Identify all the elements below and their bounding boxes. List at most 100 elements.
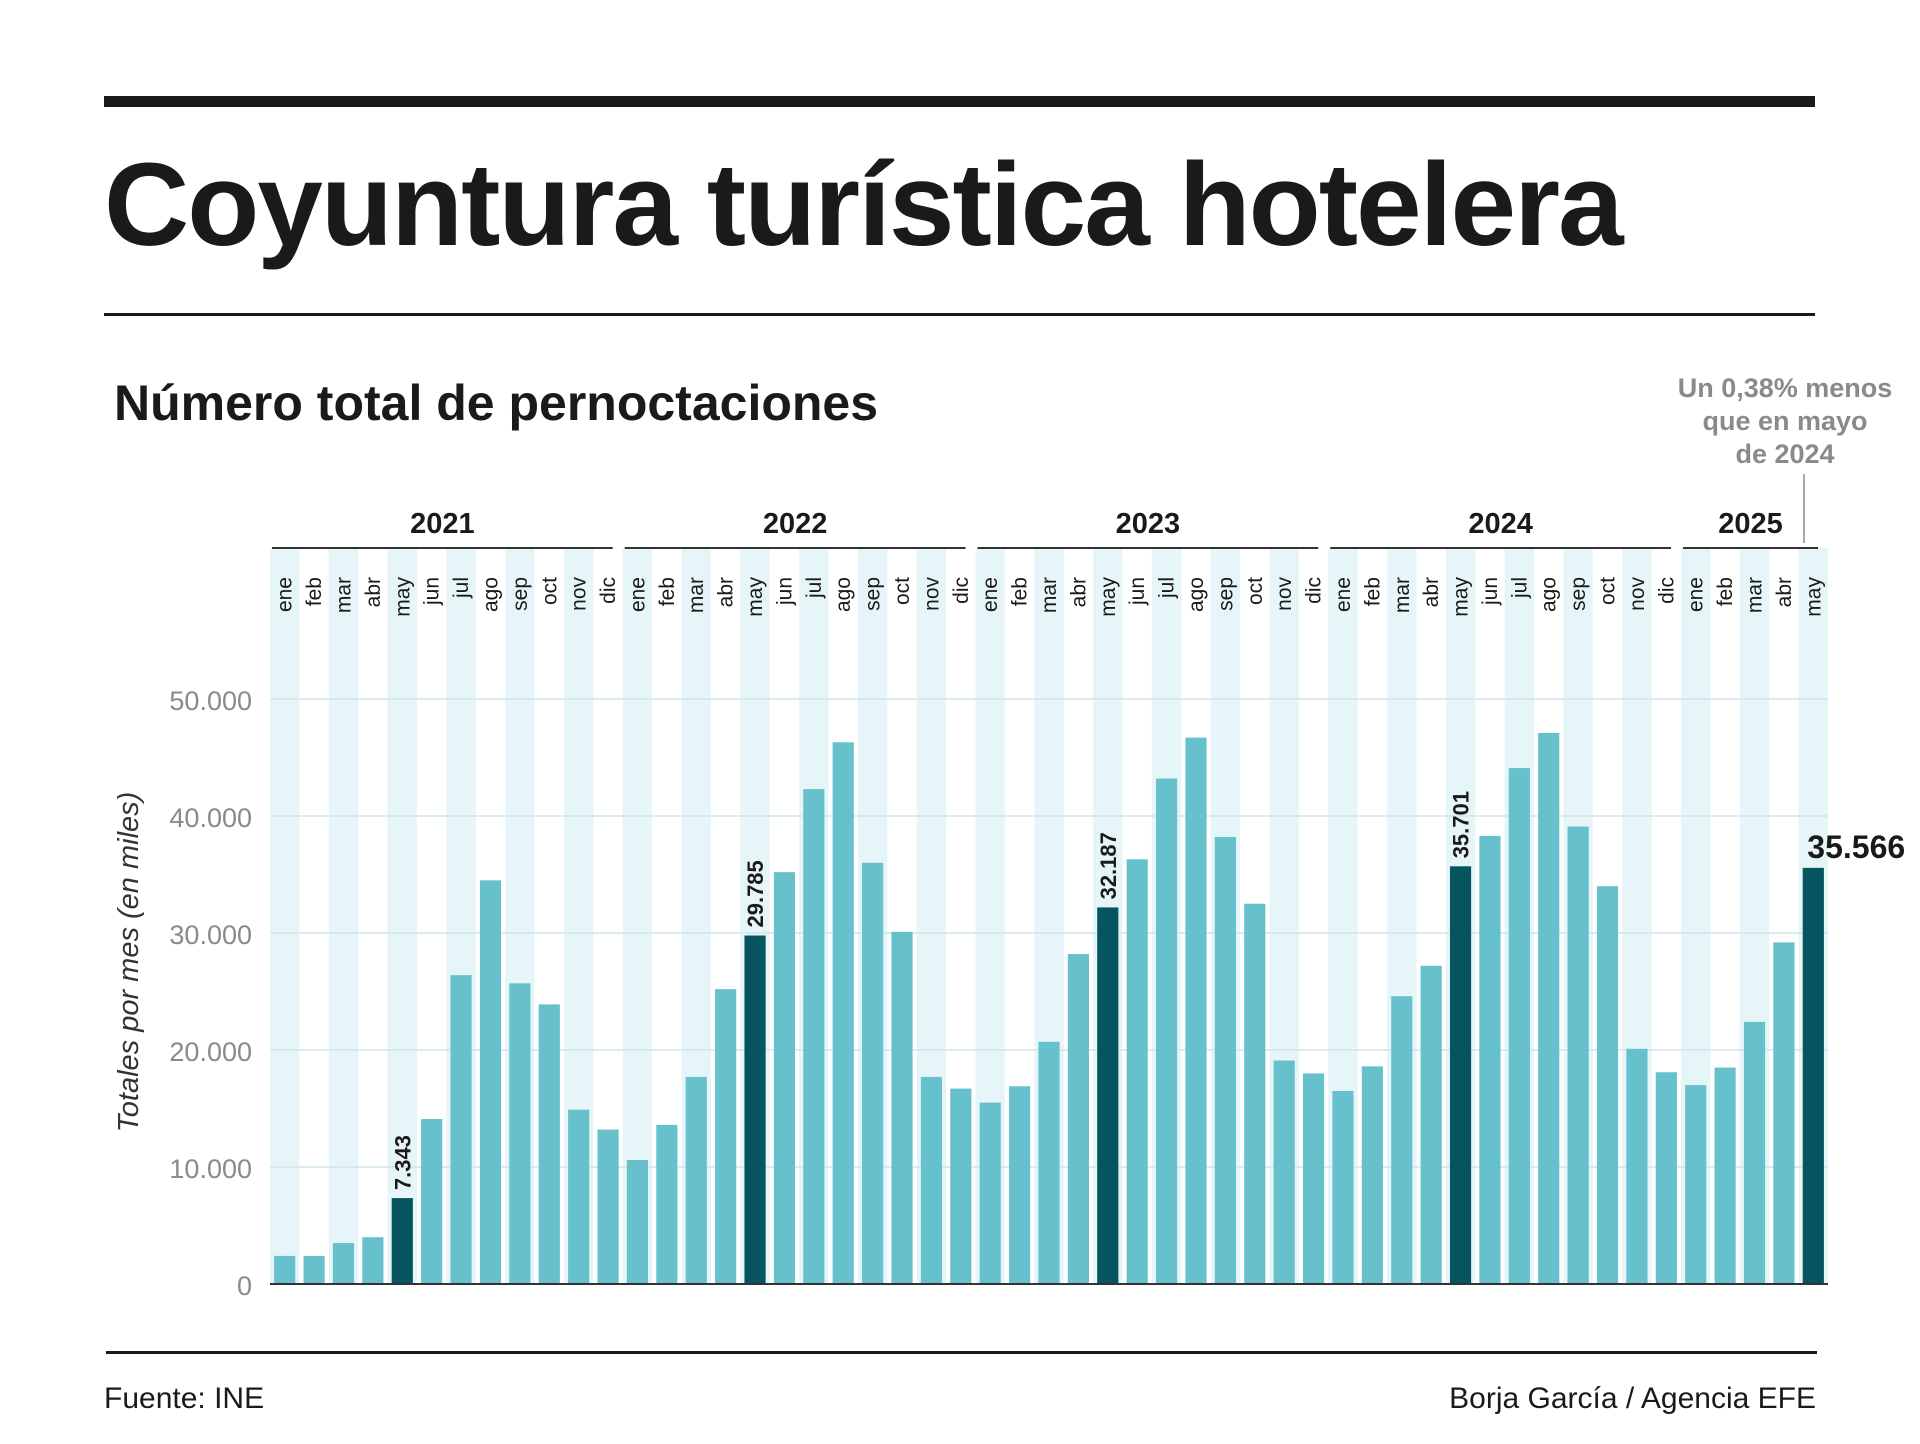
bar [1244,903,1266,1284]
bar [920,1076,942,1284]
month-label: may [1802,577,1825,617]
month-label: abr [1773,577,1796,607]
credit-text: Borja García / Agencia EFE [1449,1382,1816,1415]
chart-annotation: Un 0,38% menos que en mayo de 2024 [1660,372,1910,471]
y-tick-label: 30.000 [169,920,252,950]
bar [862,862,884,1284]
bar [1508,768,1530,1284]
bar [362,1237,384,1284]
annotation-line-3: de 2024 [1735,439,1835,469]
top-rule [104,96,1815,107]
month-label: mar [1038,577,1061,613]
bar-highlight [744,935,766,1284]
month-label: dic [597,577,620,604]
year-label: 2022 [763,508,828,540]
month-label: feb [303,577,326,606]
month-label: ago [1185,577,1208,612]
bar [656,1124,678,1284]
month-label: jul [803,577,826,599]
bar [1743,1021,1766,1284]
month-band [328,548,359,1284]
month-label: ene [626,577,649,612]
title-rule [104,313,1815,316]
month-label: may [744,577,767,617]
month-label: feb [656,577,679,606]
bar [979,1102,1001,1284]
month-label: may [391,577,414,617]
month-label: jun [773,577,796,606]
bar [1009,1086,1031,1284]
bar [803,789,825,1284]
data-label-highlight: 29.785 [743,860,768,927]
bar [1420,965,1442,1284]
month-label: nov [1626,577,1649,611]
month-label: oct [891,577,914,605]
bar [1655,1072,1677,1284]
bar [274,1255,296,1284]
month-label: ene [1685,577,1708,612]
bar [1567,826,1589,1284]
y-tick-label: 10.000 [169,1154,252,1184]
bar [1067,954,1089,1284]
bar [1538,732,1560,1284]
bar [1332,1090,1354,1284]
bar [832,742,854,1284]
bar [1773,942,1795,1284]
y-tick-label: 20.000 [169,1037,252,1067]
bar [1214,837,1236,1284]
month-label: mar [1391,577,1414,613]
bar [1479,835,1501,1284]
month-label: ene [1332,577,1355,612]
year-label: 2024 [1468,508,1533,540]
month-label: jul [1508,577,1531,599]
month-label: ago [1538,577,1561,612]
y-tick-label: 0 [237,1271,252,1301]
year-label: 2021 [410,508,475,540]
month-label: ago [832,577,855,612]
y-axis-title: Totales por mes (en miles) [113,792,145,1133]
month-label: jun [1126,577,1149,606]
bar [1185,737,1207,1284]
month-label: abr [715,577,738,607]
month-label: sep [509,577,532,611]
year-label: 2025 [1718,508,1783,540]
month-label: abr [362,577,385,607]
month-band [387,548,417,1284]
month-label: sep [1214,577,1237,611]
bar [568,1109,590,1284]
bar-highlight [391,1198,413,1284]
bar-highlight [1097,907,1119,1284]
bar [1156,778,1178,1284]
bar [1596,886,1619,1284]
month-label: ago [479,577,502,612]
bar [332,1243,355,1284]
bar [303,1255,325,1284]
bar [1038,1041,1060,1284]
month-label: oct [1244,577,1267,605]
annotation-line-2: que en mayo [1702,406,1868,436]
month-label: ene [274,577,297,612]
month-label: abr [1067,577,1090,607]
month-label: nov [1273,577,1296,611]
bar [479,880,502,1284]
bar-highlight [1449,866,1472,1284]
bar [450,975,472,1284]
footer-rule [106,1351,1817,1354]
month-label: jun [1479,577,1502,606]
month-label: nov [920,577,943,611]
bar [1685,1085,1707,1284]
month-label: jul [1156,577,1179,599]
data-label-highlight: 7.343 [390,1135,415,1190]
month-label: sep [1567,577,1590,611]
bar [1302,1073,1325,1284]
month-label: sep [862,577,885,611]
page-title: Coyuntura turística hotelera [104,139,1624,271]
bar-highlight [1802,867,1824,1284]
month-label: nov [568,577,591,611]
month-label: jul [450,577,473,599]
bar [597,1129,619,1284]
year-label: 2023 [1116,508,1181,540]
month-label: dic [1655,577,1678,604]
bar [1273,1060,1295,1284]
bar [1626,1048,1648,1284]
